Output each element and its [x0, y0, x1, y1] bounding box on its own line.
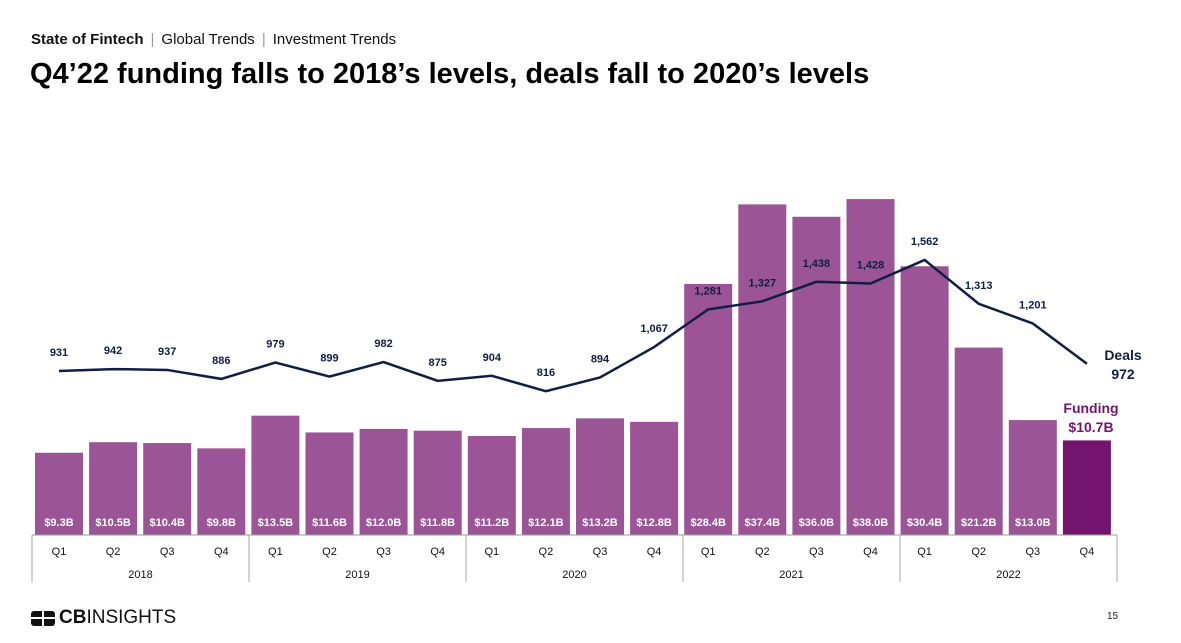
funding-label: $36.0B: [799, 517, 835, 529]
funding-bar: [89, 442, 138, 535]
funding-end-name: Funding: [1063, 400, 1118, 416]
deals-label: 904: [483, 352, 502, 364]
breadcrumb: State of Fintech | Global Trends | Investmen…: [31, 31, 397, 48]
quarter-tick-label: Q4: [430, 546, 445, 558]
funding-label: $13.5B: [258, 517, 294, 529]
deals-label: 982: [374, 338, 392, 350]
quarter-tick-label: Q3: [593, 546, 608, 558]
funding-label: $10.4B: [149, 517, 185, 529]
deals-label: 937: [158, 346, 176, 358]
cb-insights-logo: CBINSIGHTS: [31, 607, 176, 629]
deals-label: 1,438: [803, 258, 831, 270]
year-label: 2018: [128, 569, 152, 581]
quarter-tick-label: Q1: [268, 546, 283, 558]
funding-label: $11.2B: [474, 517, 509, 529]
funding-bar: [1062, 440, 1111, 535]
funding-label: $11.8B: [420, 517, 455, 529]
quarter-tick-label: Q1: [701, 546, 716, 558]
quarter-tick-label: Q1: [52, 546, 67, 558]
quarter-tick-label: Q1: [917, 546, 932, 558]
funding-label: $37.4B: [745, 517, 781, 529]
funding-label: $28.4B: [690, 517, 726, 529]
funding-bar: [846, 199, 895, 535]
deals-label: 1,201: [1019, 299, 1047, 311]
chart: $9.3B Q1 $10.5B Q2 $10.4B Q3 $9.8B Q4 $13.5B Q1 $1…: [31, 199, 1142, 582]
deals-label: 899: [320, 353, 338, 365]
funding-label: $13.2B: [582, 517, 618, 529]
funding-bar: [35, 452, 83, 535]
deals-label: 886: [212, 355, 230, 367]
deals-label: 875: [429, 357, 447, 369]
deals-label: 1,067: [640, 323, 668, 335]
breadcrumb-section: State of Fintech: [31, 31, 144, 48]
funding-bar: [521, 428, 570, 535]
funding-bar: [684, 283, 733, 535]
quarter-tick-label: Q1: [484, 546, 499, 558]
quarter-tick-label: Q3: [1025, 546, 1040, 558]
deals-label: 816: [537, 367, 555, 379]
deals-label: 942: [104, 345, 122, 357]
funding-end-value: $10.7B: [1068, 419, 1113, 435]
quarter-tick-label: Q2: [322, 546, 337, 558]
quarter-tick-label: Q2: [971, 546, 986, 558]
deals-end-name: Deals: [1104, 347, 1142, 363]
quarter-tick-label: Q4: [863, 546, 878, 558]
quarter-tick-label: Q3: [160, 546, 175, 558]
funding-label: $38.0B: [853, 517, 889, 529]
deals-line: [58, 258, 1088, 393]
quarter-tick-label: Q2: [539, 546, 554, 558]
quarter-tick-label: Q2: [106, 546, 121, 558]
funding-bar: [1008, 420, 1057, 535]
quarter-tick-label: Q4: [214, 546, 229, 558]
funding-label: $9.3B: [44, 517, 73, 529]
quarter-tick-label: Q2: [755, 546, 770, 558]
funding-bar: [900, 266, 949, 535]
funding-bar: [630, 421, 679, 535]
quarter-tick-label: Q4: [1080, 546, 1095, 558]
funding-bar: [954, 347, 1003, 535]
funding-label: $12.8B: [636, 517, 672, 529]
deals-label: 1,562: [911, 236, 939, 248]
funding-bar: [792, 216, 841, 535]
year-label: 2022: [996, 569, 1020, 581]
funding-bar: [251, 415, 300, 535]
year-label: 2020: [562, 569, 586, 581]
deals-label: 894: [591, 354, 610, 366]
funding-label: $11.6B: [312, 517, 347, 529]
deals-label: 1,428: [857, 260, 885, 272]
funding-label: $21.2B: [961, 517, 997, 529]
funding-bar: [197, 448, 246, 535]
deals-end-value: 972: [1111, 366, 1135, 382]
funding-label: $12.1B: [528, 517, 564, 529]
page-title: Q4’22 funding falls to 2018’s levels, de…: [30, 58, 870, 90]
breadcrumb-sub2: Investment Trends: [272, 31, 397, 48]
funding-label: $9.8B: [207, 517, 236, 529]
funding-bar: [143, 443, 192, 535]
funding-label: $30.4B: [907, 517, 943, 529]
year-label: 2019: [345, 569, 369, 581]
deals-label: 1,313: [965, 280, 993, 292]
deals-label: 931: [50, 347, 68, 359]
page-number: 15: [1107, 611, 1119, 622]
deals-label: 1,327: [749, 277, 777, 289]
deals-label: 1,281: [694, 285, 722, 297]
breadcrumb-sub1: Global Trends: [161, 31, 255, 48]
funding-bar: [738, 204, 787, 535]
funding-bar: [413, 430, 462, 535]
quarter-tick-label: Q4: [647, 546, 662, 558]
funding-label: $10.5B: [95, 517, 131, 529]
funding-bar: [359, 428, 408, 535]
funding-label: $12.0B: [366, 517, 402, 529]
funding-bar: [305, 432, 354, 535]
year-label: 2021: [779, 569, 803, 581]
quarter-tick-label: Q3: [809, 546, 824, 558]
cb-logo-icon: [31, 610, 55, 626]
deals-label: 979: [266, 339, 284, 351]
funding-bar: [576, 418, 624, 535]
funding-label: $13.0B: [1015, 517, 1051, 529]
funding-bar: [467, 435, 516, 535]
quarter-tick-label: Q3: [376, 546, 391, 558]
